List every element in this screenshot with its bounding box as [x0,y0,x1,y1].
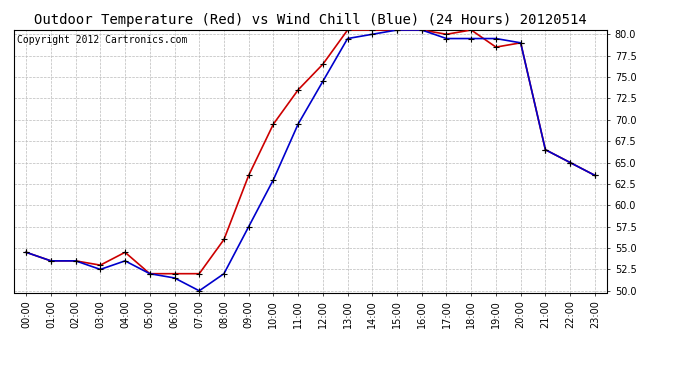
Text: Copyright 2012 Cartronics.com: Copyright 2012 Cartronics.com [17,35,187,45]
Title: Outdoor Temperature (Red) vs Wind Chill (Blue) (24 Hours) 20120514: Outdoor Temperature (Red) vs Wind Chill … [34,13,587,27]
